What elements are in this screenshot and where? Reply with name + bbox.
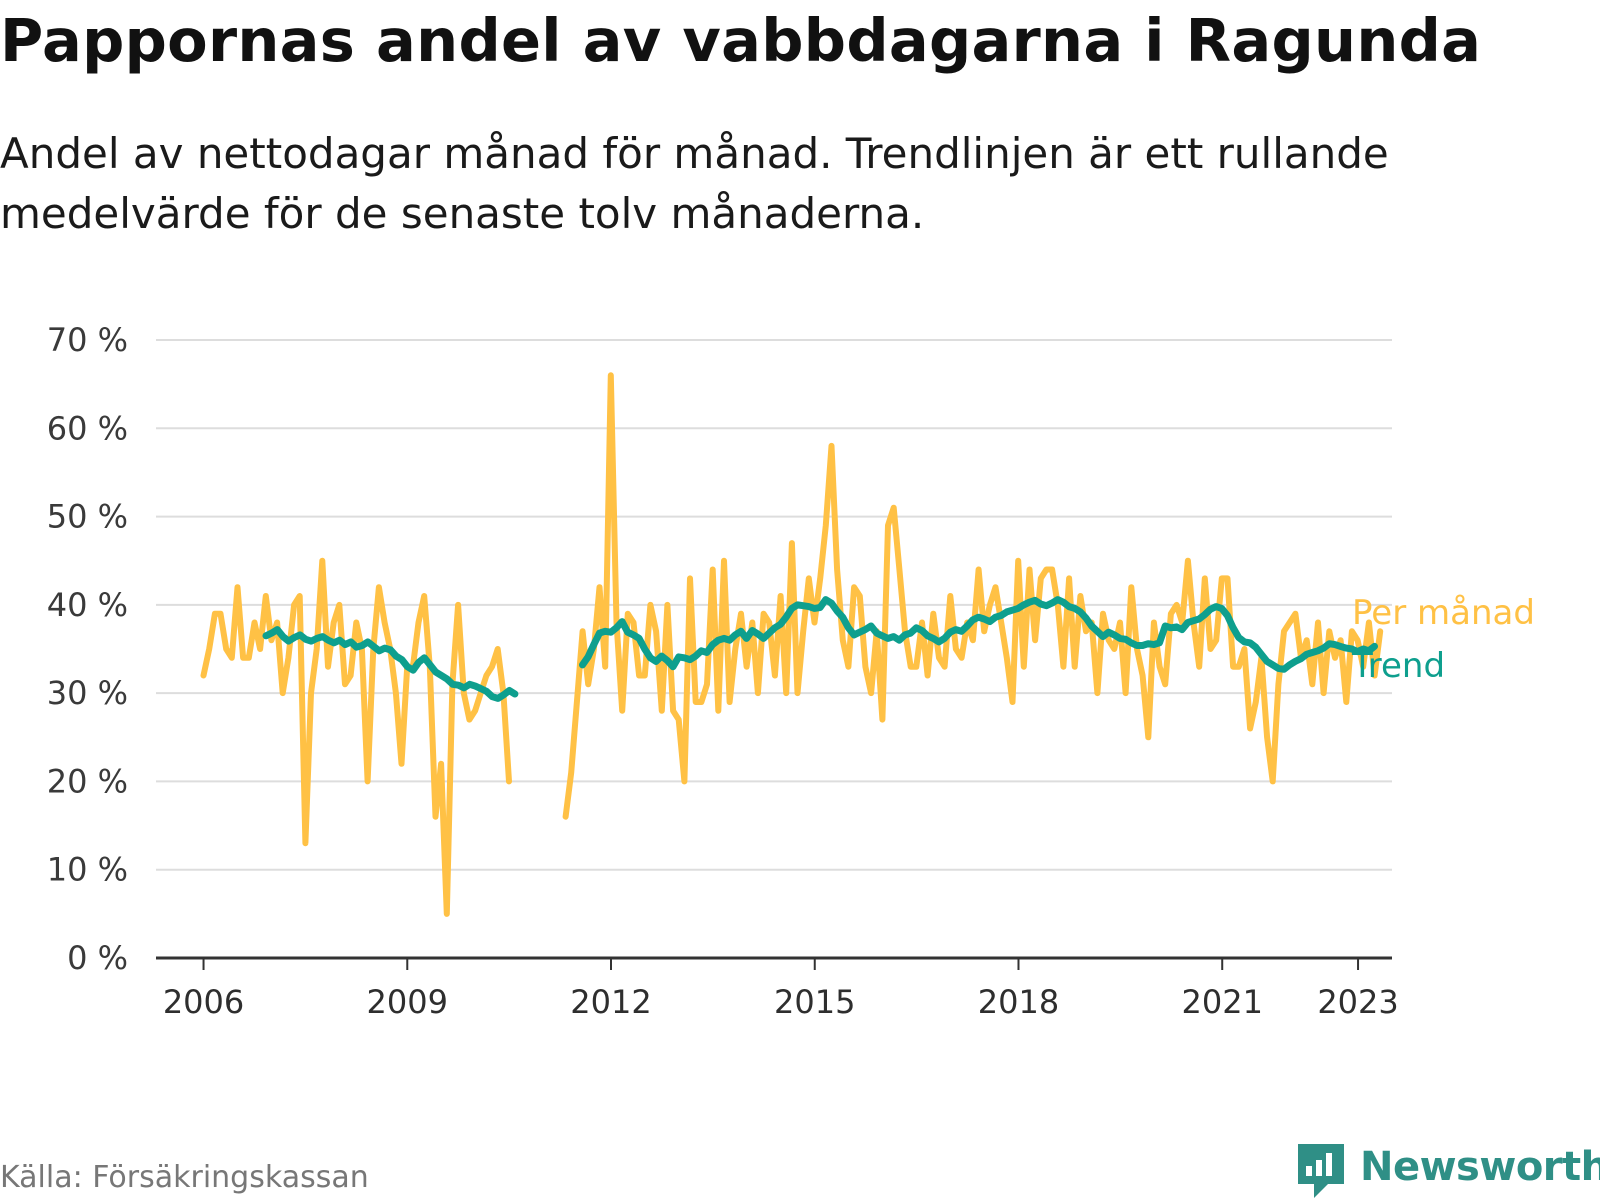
newsworthy-logo-icon (1298, 1144, 1344, 1198)
chart-subtitle: Andel av nettodagar månad för månad. Tre… (0, 129, 1389, 238)
brand-name: Newsworthy (1360, 1144, 1600, 1190)
series-line-monthly (200, 372, 1384, 917)
y-tick-label: 40 % (47, 586, 128, 624)
y-tick-label: 10 % (47, 851, 128, 889)
source-note: Källa: Försäkringskassan (0, 1160, 369, 1195)
brand-logo: Newsworthy (1294, 1142, 1600, 1200)
y-tick-label: 70 % (47, 321, 128, 359)
legend-label-monthly: Per månad (1352, 593, 1535, 633)
y-tick-label: 30 % (47, 674, 128, 712)
x-axis-ticks: 2006 2009 2012 2015 2018 2021 2023 (163, 958, 1399, 1021)
x-tick-label: 2018 (978, 983, 1059, 1021)
y-tick-label: 20 % (47, 762, 128, 800)
y-tick-label: 60 % (47, 409, 128, 447)
series-line-trend (262, 626, 519, 702)
x-tick-label: 2009 (367, 983, 448, 1021)
y-axis-ticks: 0 % 10 % 20 % 30 % 40 % 50 % 60 % 70 % (47, 321, 128, 977)
series-line-trend (579, 596, 1378, 673)
x-tick-label: 2015 (774, 983, 855, 1021)
y-tick-label: 50 % (47, 498, 128, 536)
x-tick-label: 2021 (1182, 983, 1263, 1021)
x-tick-label: 2012 (570, 983, 651, 1021)
series-layer (200, 372, 1384, 917)
legend-label-trend: Trend (1351, 646, 1445, 686)
x-tick-label: 2023 (1317, 983, 1398, 1021)
y-tick-label: 0 % (67, 939, 128, 977)
x-tick-label: 2006 (163, 983, 244, 1021)
line-chart: 0 % 10 % 20 % 30 % 40 % 50 % 60 % 70 % 2006 2009… (47, 321, 1535, 1021)
page-title: Pappornas andel av vabbdagarna i Ragunda (0, 6, 1482, 75)
